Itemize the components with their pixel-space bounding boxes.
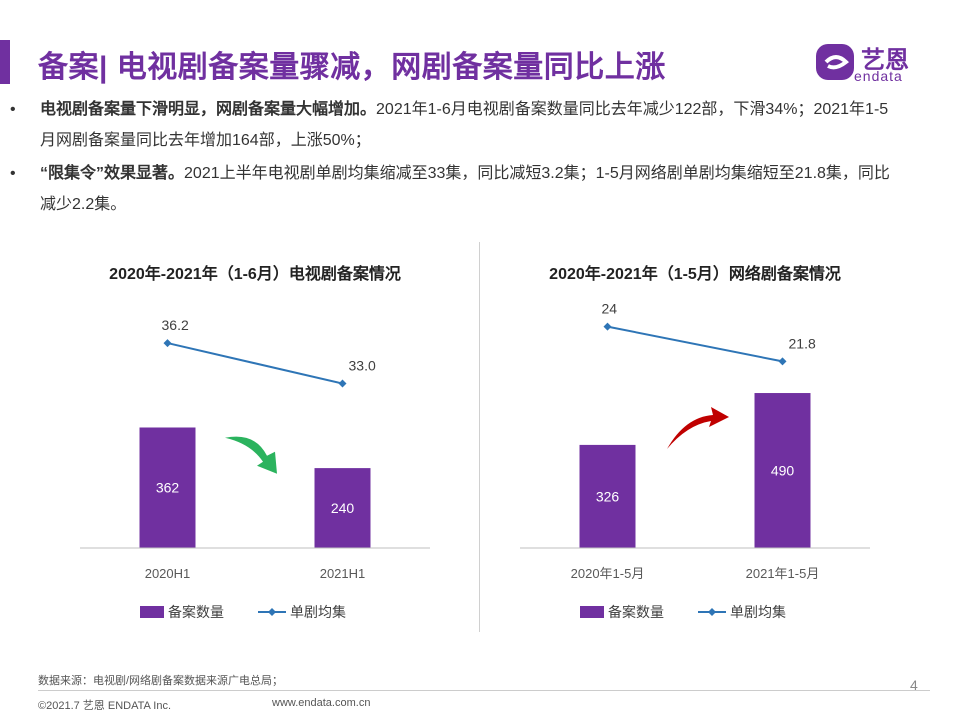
- bar-label-1: 362: [156, 480, 180, 496]
- data-source-note: 数据来源：电视剧/网络剧备案数据来源广电总局；: [38, 675, 284, 687]
- line-point-1: [163, 339, 172, 348]
- series-line: [607, 325, 783, 363]
- x-tick-label: 2020年1-5月: [571, 566, 645, 581]
- logo-text-cn: 艺恩: [861, 47, 909, 74]
- page-title: 备案| 电视剧备案量骤减，网剧备案量同比上涨: [38, 51, 666, 84]
- chart-title: 2020年-2021年（1-6月）电视剧备案情况: [109, 264, 401, 283]
- line-label-2: 33.0: [349, 358, 376, 374]
- web-drama-chart: 2020年-2021年（1-5月）网络剧备案情况 326 490 2020年1-5月 2…: [520, 264, 870, 620]
- title-accent-bar: [0, 40, 10, 84]
- bullet-bold-text: 电视剧备案量下滑明显，网剧备案量大幅增加。: [40, 101, 377, 118]
- bullet-marker: •: [10, 101, 16, 118]
- legend-line-marker: [268, 608, 276, 616]
- endata-logo-icon: [816, 44, 854, 80]
- line-point-1: [603, 322, 612, 331]
- series-line: [167, 342, 343, 385]
- footer-divider: [38, 690, 930, 691]
- legend-bar-swatch: [140, 606, 164, 618]
- legend-bar-label: 备案数量: [168, 604, 224, 620]
- copyright: ©2021.7 艺恩 ENDATA Inc.: [38, 700, 172, 712]
- bullet-item: • 电视剧备案量下滑明显，网剧备案量大幅增加。2021年1-6月电视剧备案数量同…: [10, 94, 890, 156]
- bar-1: [139, 427, 196, 548]
- tv-drama-chart: 2020年-2021年（1-6月）电视剧备案情况 362 240 2020H1 2021…: [80, 264, 430, 620]
- line-label-1: 24: [602, 301, 618, 317]
- bar-1: [579, 444, 636, 548]
- endata-logo: 艺恩 endata: [814, 40, 929, 88]
- bar-2: [754, 393, 811, 548]
- legend-line-marker: [708, 608, 716, 616]
- bullet-list: • 电视剧备案量下滑明显，网剧备案量大幅增加。2021年1-6月电视剧备案数量同…: [10, 94, 890, 222]
- bar-label-2: 490: [771, 463, 795, 479]
- trend-up-arrow: [667, 406, 729, 449]
- line-label-2: 21.8: [789, 335, 816, 351]
- bullet-bold-text: “限集令”效果显著。: [40, 165, 185, 182]
- bullet-marker: •: [10, 165, 16, 182]
- bullet-text: 2021年1-6月电视剧备案数量同比去年减少122部，下滑34%；2021年1-…: [40, 101, 889, 149]
- x-tick-label: 2020H1: [145, 566, 191, 581]
- bullet-text: 2021上半年电视剧单剧均集缩减至33集，同比减短3.2集；1-5月网络剧单剧均…: [40, 165, 890, 213]
- line-point-2: [338, 379, 347, 388]
- bar-label-2: 240: [331, 500, 355, 516]
- page-number: 4: [910, 677, 918, 693]
- x-tick-label: 2021H1: [320, 566, 366, 581]
- website-link[interactable]: www.endata.com.cn: [272, 697, 371, 709]
- logo-text-en: endata: [854, 68, 903, 84]
- chart-divider: [479, 242, 480, 632]
- legend-line-label: 单剧均集: [290, 604, 346, 620]
- legend-bar-swatch: [580, 606, 604, 618]
- legend-bar-label: 备案数量: [608, 604, 664, 620]
- line-label-1: 36.2: [162, 317, 189, 333]
- chart-title: 2020年-2021年（1-5月）网络剧备案情况: [549, 264, 841, 283]
- x-tick-label: 2021年1-5月: [746, 566, 820, 581]
- legend-line-label: 单剧均集: [730, 604, 786, 620]
- bar-2: [314, 468, 371, 548]
- bullet-item: • “限集令”效果显著。2021上半年电视剧单剧均集缩减至33集，同比减短3.2…: [10, 158, 890, 220]
- trend-down-arrow: [225, 436, 277, 474]
- bar-label-1: 326: [596, 488, 620, 504]
- line-point-2: [778, 357, 787, 366]
